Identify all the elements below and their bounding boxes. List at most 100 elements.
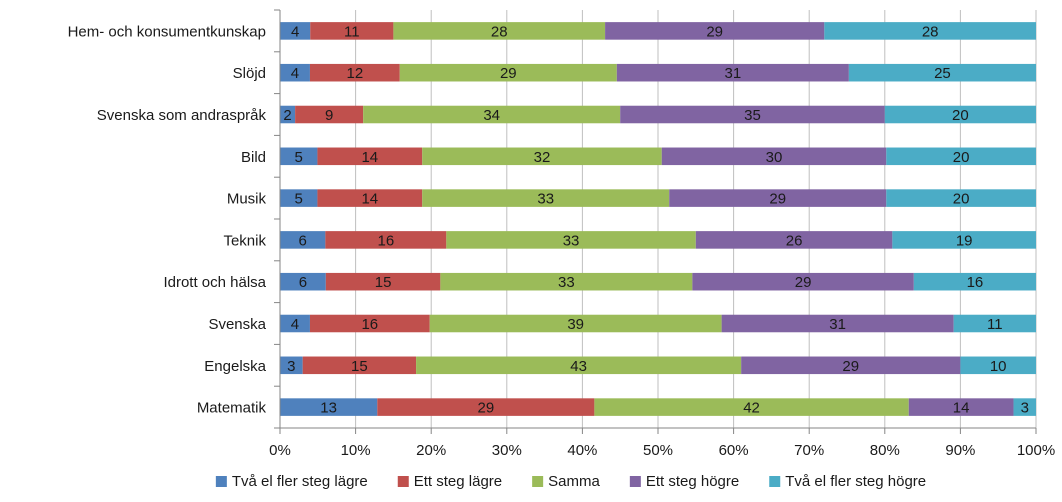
bar-segment xyxy=(280,356,303,375)
data-label: 2 xyxy=(283,107,291,124)
legend-item: Samma xyxy=(532,473,600,490)
data-label: 16 xyxy=(377,232,394,249)
data-label: 31 xyxy=(829,316,846,333)
bar-segment xyxy=(309,63,400,82)
bar-segment xyxy=(280,22,311,40)
x-tick-labels: 0% 10% 20% 30% 40% 50% 60% 70% 80% 90% 100% xyxy=(269,442,1055,459)
bar-segment xyxy=(325,231,447,249)
category-label: Teknik xyxy=(223,232,266,249)
bar-segment xyxy=(620,105,885,124)
x-tick-label: 80% xyxy=(870,442,900,459)
category-label: Hem- och konsumentkunskap xyxy=(68,23,266,40)
bar-segment xyxy=(310,22,394,40)
x-tick-label: 100% xyxy=(1017,442,1055,459)
data-label: 5 xyxy=(295,191,303,208)
data-label: 16 xyxy=(361,316,378,333)
data-label: 43 xyxy=(570,358,587,375)
data-label: 20 xyxy=(952,107,969,124)
x-tick-label: 0% xyxy=(269,442,291,459)
bar-segment xyxy=(317,147,423,166)
data-label: 29 xyxy=(769,191,786,208)
legend-swatch xyxy=(397,476,409,487)
bar-segment xyxy=(848,63,1036,82)
data-label: 13 xyxy=(320,400,337,417)
bar-segment xyxy=(302,356,417,375)
bar-segment xyxy=(824,22,1036,40)
x-tick-label: 90% xyxy=(945,442,975,459)
category-label: Svenska som andraspråk xyxy=(97,107,267,124)
x-tick-label: 60% xyxy=(719,442,749,459)
bar-segment xyxy=(280,105,296,124)
x-tick-label: 40% xyxy=(567,442,597,459)
bar-segment xyxy=(325,272,441,291)
bar-segment xyxy=(886,147,1036,166)
bar-segment xyxy=(295,105,364,124)
bar-segment xyxy=(886,189,1036,207)
x-tick-label: 50% xyxy=(643,442,673,459)
category-label: Matematik xyxy=(197,400,267,417)
legend-swatch xyxy=(532,476,544,487)
bar-segment xyxy=(695,231,893,249)
data-label: 30 xyxy=(766,149,783,166)
data-label: 4 xyxy=(291,23,299,40)
data-label: 6 xyxy=(299,232,307,249)
x-tick-label: 30% xyxy=(492,442,522,459)
bar-segment xyxy=(884,105,1036,124)
data-label: 29 xyxy=(795,274,812,291)
legend-item: Ett steg högre xyxy=(629,473,739,490)
bars: 4 11 28 29 284 12 29 31 252 9 34 35 205 14 32 30 205 14 33… xyxy=(280,22,1036,417)
category-labels: Hem- och konsumentkunskap Slöjd Svenska so… xyxy=(68,23,267,416)
bar-segment xyxy=(429,314,722,333)
bar-segment xyxy=(422,189,670,207)
data-label: 5 xyxy=(295,149,303,166)
data-label: 4 xyxy=(291,316,299,333)
data-label: 33 xyxy=(537,191,554,208)
bar-segment xyxy=(908,398,1014,416)
bar-segment xyxy=(440,272,693,291)
data-label: 16 xyxy=(967,274,984,291)
legend: Två el fler steg lägre Ett steg lägre Samm… xyxy=(215,473,926,490)
bar-segment xyxy=(363,105,621,124)
legend-label: Ett steg lägre xyxy=(414,473,502,490)
bar-segment xyxy=(422,147,662,166)
bar-segment xyxy=(616,63,849,82)
data-label: 10 xyxy=(990,358,1007,375)
data-label: 33 xyxy=(558,274,575,291)
data-label: 14 xyxy=(361,191,378,208)
x-tick-label: 70% xyxy=(794,442,824,459)
bar-segment xyxy=(377,398,595,416)
data-label: 29 xyxy=(706,23,723,40)
bar-segment xyxy=(892,231,1036,249)
bar-segment xyxy=(393,22,606,40)
bar-segment xyxy=(399,63,617,82)
data-label: 33 xyxy=(563,232,580,249)
legend-swatch xyxy=(215,476,227,487)
bar-segment xyxy=(280,398,378,416)
bar-segment xyxy=(280,147,318,166)
legend-label: Samma xyxy=(548,473,600,490)
data-label: 6 xyxy=(299,274,307,291)
bar-segment xyxy=(280,231,326,249)
category-label: Slöjd xyxy=(233,65,266,82)
legend-item: Ett steg lägre xyxy=(397,473,502,490)
data-label: 35 xyxy=(744,107,761,124)
data-label: 15 xyxy=(375,274,392,291)
data-label: 14 xyxy=(953,400,970,417)
data-label: 29 xyxy=(477,400,494,417)
bar-segment xyxy=(661,147,887,166)
bar-segment xyxy=(280,314,310,333)
data-label: 15 xyxy=(351,358,368,375)
category-label: Bild xyxy=(241,149,266,166)
data-label: 29 xyxy=(842,358,859,375)
bar-segment xyxy=(280,63,310,82)
category-label: Musik xyxy=(227,191,267,208)
category-label: Engelska xyxy=(204,358,266,375)
bar-segment xyxy=(280,189,318,207)
legend-label: Ett steg högre xyxy=(646,473,739,490)
bar-segment xyxy=(721,314,954,333)
bar-segment xyxy=(913,272,1036,291)
bar-segment xyxy=(960,356,1036,375)
category-label: Idrott och hälsa xyxy=(163,274,266,291)
bar-segment xyxy=(692,272,914,291)
data-label: 9 xyxy=(325,107,333,124)
